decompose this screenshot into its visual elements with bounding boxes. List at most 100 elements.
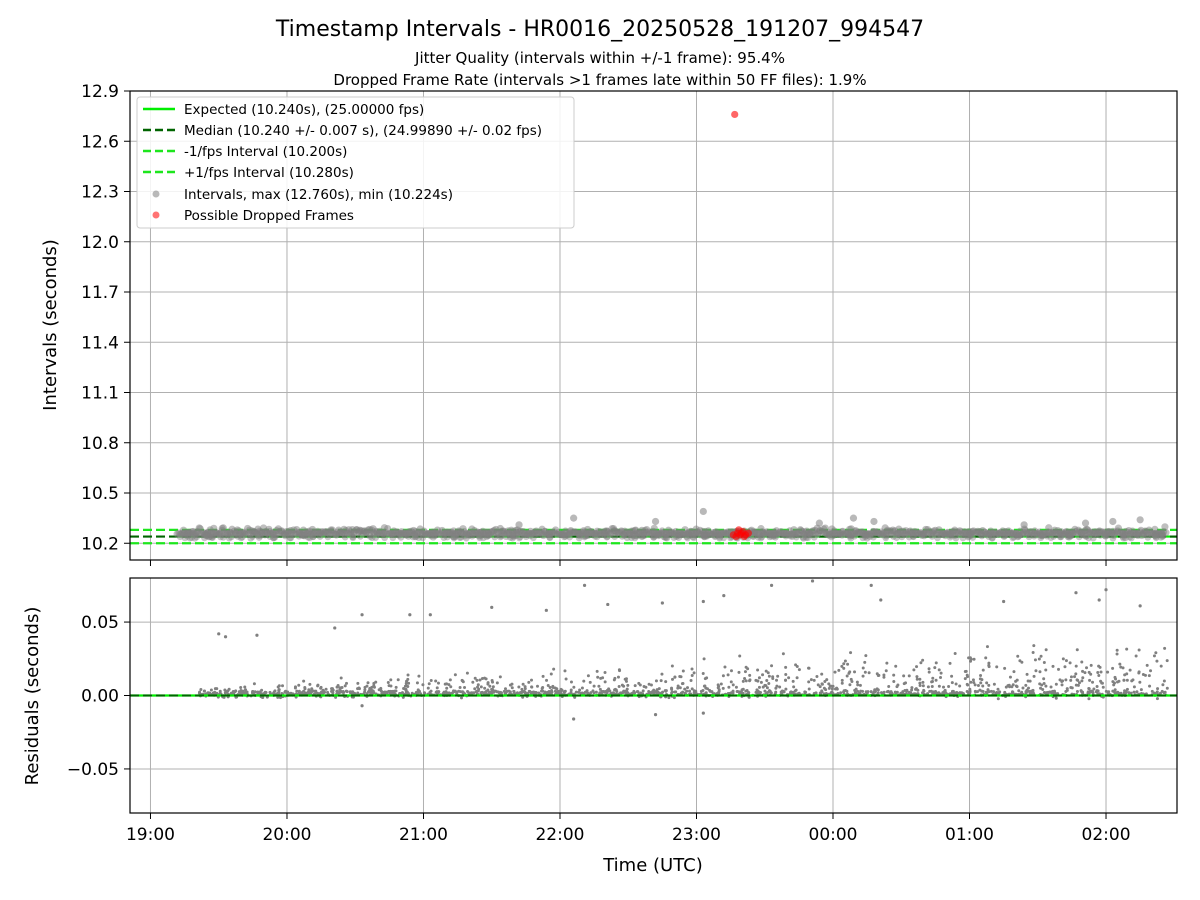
- interval-point: [1014, 533, 1022, 541]
- residual-point: [670, 690, 674, 694]
- residual-point: [1090, 689, 1094, 693]
- residual-point: [202, 689, 206, 693]
- residual-point: [784, 687, 788, 691]
- interval-point: [261, 531, 269, 539]
- residual-point: [676, 686, 680, 690]
- residual-point: [849, 651, 853, 655]
- residual-point: [1074, 672, 1078, 676]
- residual-point: [372, 685, 376, 689]
- interval-point: [529, 534, 537, 542]
- interval-point: [403, 531, 411, 539]
- interval-point: [1136, 516, 1144, 524]
- residual-point: [525, 692, 529, 696]
- interval-point: [1082, 532, 1090, 540]
- residual-point: [426, 686, 430, 690]
- residual-point: [626, 683, 630, 687]
- residual-point: [1119, 691, 1123, 695]
- x-axis-label: Time (UTC): [602, 855, 703, 876]
- residual-point: [1070, 686, 1074, 690]
- residual-point: [595, 669, 599, 673]
- residual-point: [971, 678, 975, 682]
- interval-point: [1101, 532, 1109, 540]
- residual-point: [589, 691, 593, 695]
- residual-point: [1128, 668, 1132, 672]
- residual-point: [620, 683, 624, 687]
- residual-point: [1074, 664, 1078, 668]
- interval-point: [662, 533, 670, 541]
- residual-point: [316, 683, 320, 687]
- interval-point: [485, 532, 493, 539]
- residual-point: [1024, 683, 1028, 687]
- residual-point: [1007, 683, 1011, 687]
- interval-point: [898, 533, 906, 541]
- residual-point: [293, 686, 297, 690]
- interval-point: [225, 534, 233, 542]
- residual-point: [836, 692, 840, 696]
- residual-point: [787, 676, 791, 680]
- interval-point: [510, 533, 518, 540]
- residual-point: [792, 685, 796, 689]
- residual-point: [716, 686, 720, 690]
- residual-point: [331, 691, 335, 695]
- interval-point: [1162, 529, 1170, 537]
- interval-point: [286, 534, 294, 542]
- residual-point: [562, 691, 566, 695]
- residual-point: [597, 684, 601, 688]
- residual-point: [737, 670, 741, 674]
- interval-point: [465, 532, 473, 539]
- residual-point: [1113, 688, 1117, 692]
- residual-point: [389, 678, 393, 682]
- residual-point: [830, 690, 834, 694]
- residual-point: [842, 666, 846, 670]
- residual-point: [1138, 604, 1142, 608]
- interval-point: [457, 533, 465, 541]
- residual-point: [1042, 677, 1046, 681]
- interval-point: [491, 533, 499, 541]
- interval-point: [782, 532, 790, 540]
- interval-point: [581, 532, 589, 540]
- residual-point: [765, 686, 769, 690]
- residual-point: [545, 678, 549, 682]
- residual-point: [890, 691, 894, 695]
- interval-point: [632, 532, 639, 540]
- residual-point: [863, 660, 867, 664]
- interval-point: [475, 532, 483, 539]
- dropped-frame-point: [732, 532, 740, 541]
- residuals-y-axis-label: Residuals (seconds): [22, 607, 43, 786]
- residual-point: [550, 688, 554, 692]
- intervals-y-tick-label: 12.9: [81, 82, 119, 102]
- residual-point: [921, 684, 925, 688]
- residual-point: [942, 685, 946, 689]
- interval-point: [861, 533, 869, 541]
- residual-point: [477, 687, 481, 691]
- residual-point: [674, 690, 678, 694]
- residual-point: [930, 685, 934, 689]
- legend-label-median: Median (10.240 +/- 0.007 s), (24.99890 +…: [184, 123, 542, 139]
- residual-point: [592, 684, 596, 688]
- residual-point: [444, 690, 448, 694]
- interval-point: [810, 533, 818, 541]
- residual-point: [981, 690, 985, 694]
- interval-point: [515, 521, 523, 529]
- residual-point: [660, 672, 664, 676]
- residual-point: [740, 688, 744, 692]
- residual-point: [217, 632, 221, 636]
- interval-point: [882, 534, 890, 542]
- residual-point: [931, 676, 935, 680]
- interval-point: [397, 533, 405, 541]
- residual-point: [943, 688, 947, 692]
- interval-point: [191, 534, 199, 542]
- interval-point: [411, 533, 419, 541]
- residual-point: [1115, 648, 1119, 652]
- residual-point: [985, 681, 989, 685]
- chart-subtitle-2: Dropped Frame Rate (intervals >1 frames …: [333, 71, 866, 89]
- residual-point: [840, 664, 844, 668]
- residual-point: [722, 594, 726, 598]
- interval-point: [306, 534, 314, 542]
- residual-point: [503, 687, 507, 691]
- interval-point: [946, 532, 954, 539]
- residual-point: [726, 673, 730, 677]
- residual-point: [653, 712, 658, 717]
- residual-point: [680, 682, 684, 686]
- intervals-panel: 10.2 10.5 10.8 11.1 11.4 11.7 12.0 12.3 12.6 12.9…: [40, 82, 1178, 566]
